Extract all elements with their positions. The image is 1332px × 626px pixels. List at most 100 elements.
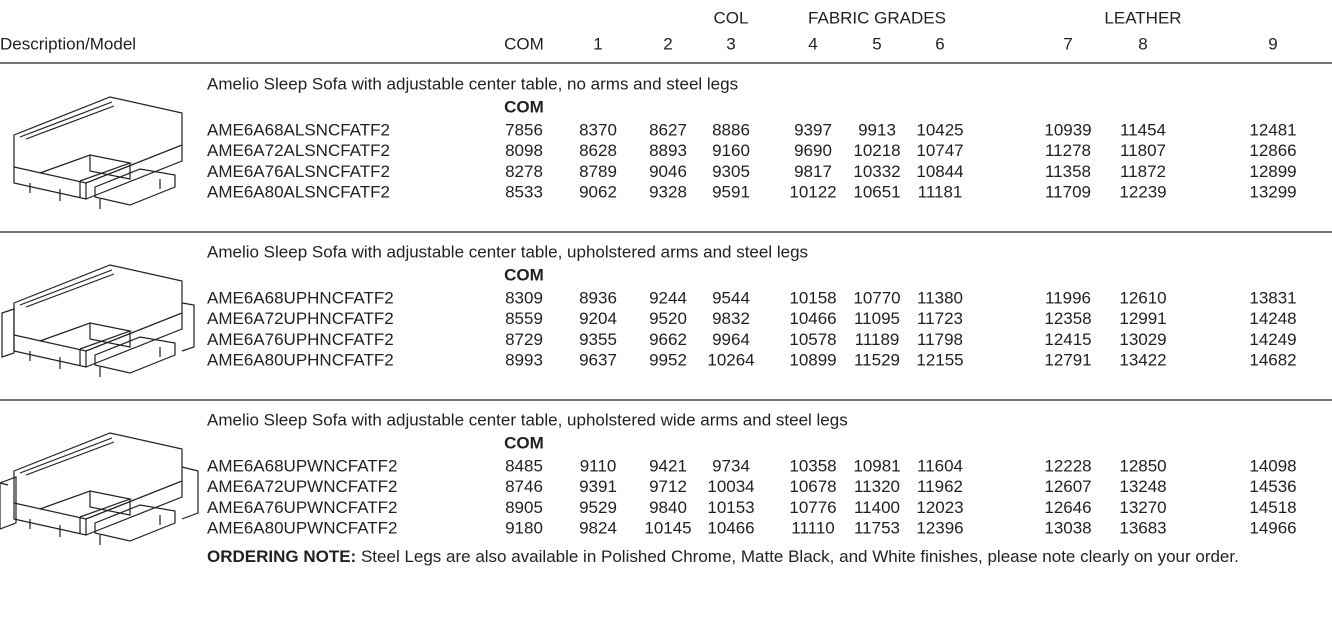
- price: 10747: [916, 141, 963, 160]
- price: 9180: [505, 519, 543, 538]
- price: 10466: [707, 519, 754, 538]
- price: 12607: [1044, 477, 1091, 496]
- price: 10899: [789, 351, 836, 370]
- price: 11753: [854, 519, 900, 538]
- price: 10122: [789, 183, 836, 202]
- column-header: 4: [808, 34, 817, 53]
- price: 9544: [712, 288, 750, 307]
- sofa-line: [181, 302, 195, 352]
- price: 10034: [707, 477, 754, 496]
- note-text: Steel Legs are also available in Polishe…: [360, 547, 1239, 566]
- sofa-line: [1, 308, 15, 358]
- price: 10358: [789, 456, 836, 475]
- price: 9817: [794, 162, 832, 181]
- price: 10678: [789, 477, 836, 496]
- model: AME6A80UPWNCFATF2: [207, 519, 398, 538]
- com-label: COM: [504, 433, 544, 452]
- price: 11996: [1045, 288, 1091, 307]
- sofa-illustration: [0, 432, 199, 545]
- column-header: 3: [726, 34, 735, 53]
- price: 7856: [505, 120, 543, 139]
- price: 11529: [854, 351, 900, 370]
- price: 10153: [707, 498, 754, 517]
- com-label: COM: [504, 97, 544, 116]
- sofa-line: [29, 179, 161, 209]
- price: 14098: [1249, 456, 1296, 475]
- price: 9913: [858, 120, 896, 139]
- sofa-line: [85, 144, 183, 200]
- price: 12646: [1044, 498, 1091, 517]
- price: 9397: [794, 120, 832, 139]
- price: 8993: [505, 351, 543, 370]
- price: 12415: [1044, 330, 1091, 349]
- price: 14536: [1249, 477, 1296, 496]
- sofa-line: [13, 335, 87, 368]
- sofa-line: [13, 503, 87, 536]
- model: AME6A68UPHNCFATF2: [207, 288, 394, 307]
- price: 9305: [712, 162, 750, 181]
- sofa-line: [94, 504, 176, 542]
- price: 14518: [1249, 498, 1296, 517]
- price: 13831: [1249, 288, 1296, 307]
- sofa-illustration: [1, 264, 195, 377]
- sofa-line: [85, 312, 183, 368]
- price: 11400: [854, 498, 900, 517]
- price: 10425: [916, 120, 963, 139]
- price: 13270: [1119, 498, 1166, 517]
- sofa-line: [13, 167, 87, 200]
- price: 10939: [1044, 120, 1091, 139]
- price: 9734: [712, 456, 750, 475]
- price: 10466: [789, 309, 836, 328]
- price: 11709: [1045, 183, 1091, 202]
- model: AME6A72UPHNCFATF2: [207, 309, 394, 328]
- price: 8370: [579, 120, 617, 139]
- price: 12899: [1249, 162, 1296, 181]
- price: 8789: [579, 162, 617, 181]
- sofa-line: [94, 168, 176, 206]
- column-header: 1: [593, 34, 602, 53]
- price: 11798: [917, 330, 963, 349]
- price: 8098: [505, 141, 543, 160]
- price: 8309: [505, 288, 543, 307]
- sofa-line: [85, 480, 183, 536]
- price: 8936: [579, 288, 617, 307]
- model: AME6A68ALSNCFATF2: [207, 120, 390, 139]
- price: 11872: [1120, 162, 1166, 181]
- price: 9964: [712, 330, 750, 349]
- price: 13299: [1249, 183, 1296, 202]
- price: 14682: [1249, 351, 1296, 370]
- column-header: 7: [1063, 34, 1072, 53]
- price: 9204: [579, 309, 617, 328]
- price: 14249: [1249, 330, 1296, 349]
- price: 9046: [649, 162, 687, 181]
- model: AME6A80UPHNCFATF2: [207, 351, 394, 370]
- price: 11604: [917, 456, 963, 475]
- price: 9110: [580, 456, 617, 475]
- price: 10844: [916, 162, 963, 181]
- price: 9712: [649, 477, 687, 496]
- price: 12239: [1119, 183, 1166, 202]
- price: 10145: [644, 519, 691, 538]
- price: 12396: [916, 519, 963, 538]
- price: 9328: [649, 183, 687, 202]
- price: 9391: [579, 477, 617, 496]
- price: 13038: [1044, 519, 1091, 538]
- model: AME6A80ALSNCFATF2: [207, 183, 390, 202]
- sofa-line: [29, 347, 161, 377]
- price: 11095: [854, 309, 900, 328]
- price: 10158: [789, 288, 836, 307]
- price: 11110: [791, 519, 835, 538]
- price: 12791: [1044, 351, 1091, 370]
- price: 12481: [1249, 120, 1296, 139]
- price: 8886: [712, 120, 750, 139]
- sofa-line: [13, 96, 183, 184]
- column-header: 8: [1138, 34, 1147, 53]
- price: 13029: [1119, 330, 1166, 349]
- price: 11358: [1045, 162, 1091, 181]
- model: AME6A72ALSNCFATF2: [207, 141, 390, 160]
- price: 8559: [505, 309, 543, 328]
- price: 12850: [1119, 456, 1166, 475]
- price: 12610: [1119, 288, 1166, 307]
